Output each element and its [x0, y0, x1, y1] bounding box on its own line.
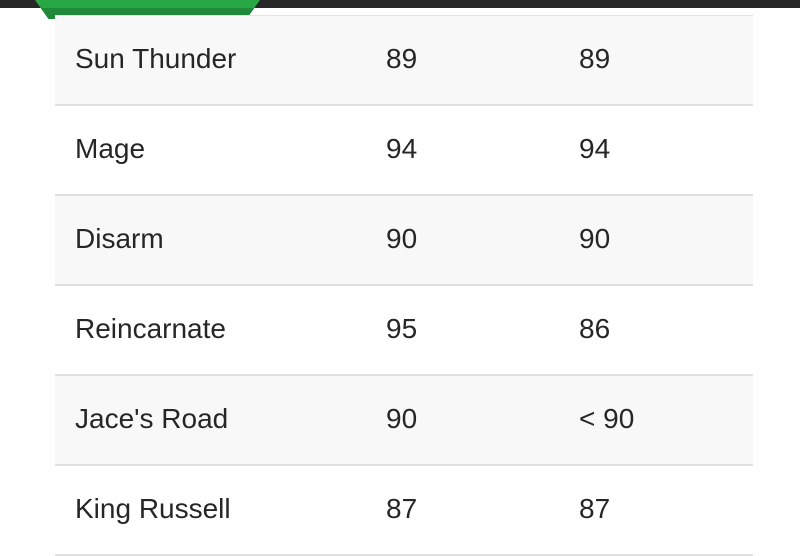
- table-row: King Russell 87 87: [55, 466, 753, 556]
- row-value-1: 90: [386, 223, 418, 254]
- row-value-1: 95: [386, 313, 418, 344]
- row-name: Jace's Road: [75, 403, 229, 434]
- row-name: Sun Thunder: [75, 43, 237, 74]
- row-name: King Russell: [75, 493, 231, 524]
- row-name: Mage: [75, 133, 146, 164]
- row-value-2: 87: [579, 493, 611, 524]
- scores-table: Sun Thunder 89 89 Mage 94 94 Disarm 90 90 Rein…: [55, 15, 753, 556]
- row-name: Disarm: [75, 223, 164, 254]
- row-value-1: 94: [386, 133, 418, 164]
- table-row: Disarm 90 90: [55, 196, 753, 286]
- row-value-1: 89: [386, 43, 418, 74]
- active-tab[interactable]: [35, 0, 260, 19]
- table-row: Mage 94 94: [55, 106, 753, 196]
- row-value-2: 86: [579, 313, 611, 344]
- table-row: Sun Thunder 89 89: [55, 16, 753, 106]
- row-value-1: 87: [386, 493, 418, 524]
- top-bar: [0, 0, 800, 8]
- table-row: Reincarnate 95 86: [55, 286, 753, 376]
- row-name: Reincarnate: [75, 313, 226, 344]
- row-value-2: 89: [579, 43, 611, 74]
- row-value-2: < 90: [579, 403, 635, 434]
- row-value-2: 90: [579, 223, 611, 254]
- tab-shade: [35, 8, 260, 19]
- row-value-2: 94: [579, 133, 611, 164]
- row-value-1: 90: [386, 403, 418, 434]
- table-row: Jace's Road 90 < 90: [55, 376, 753, 466]
